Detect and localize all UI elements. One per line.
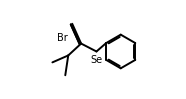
Text: Br: Br bbox=[57, 33, 68, 43]
Text: Se: Se bbox=[90, 55, 102, 65]
